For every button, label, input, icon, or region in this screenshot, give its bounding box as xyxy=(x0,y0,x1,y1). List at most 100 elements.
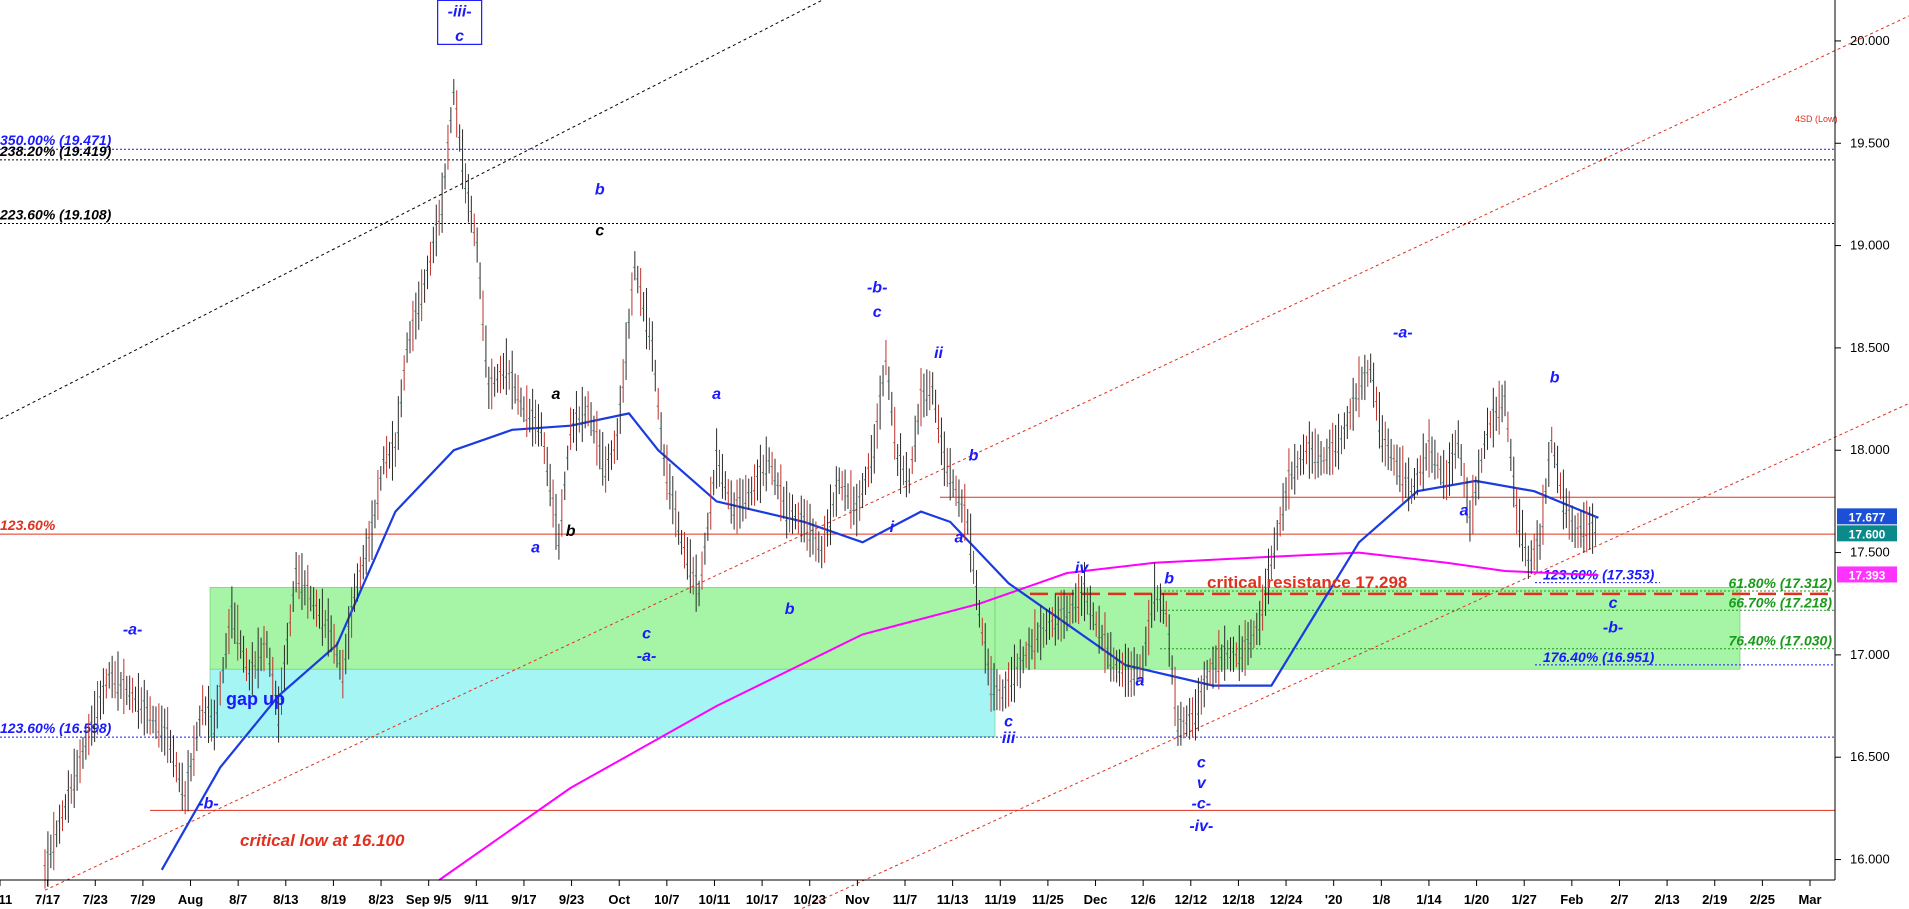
x-tick-label: 10/17 xyxy=(746,892,779,907)
wave-label: iii xyxy=(1002,730,1016,747)
x-tick-label: 9/11 xyxy=(464,892,489,907)
price-layer xyxy=(43,79,1597,889)
wave-label: iv xyxy=(1075,560,1089,577)
level-label: 350.00% (19.471) xyxy=(0,132,112,148)
wave-label: b xyxy=(969,447,979,464)
x-tick-label: 12/6 xyxy=(1131,892,1156,907)
x-tick-label: 10/11 xyxy=(699,892,731,907)
x-tick-label: 12/18 xyxy=(1222,892,1255,907)
channel-line xyxy=(44,15,1909,891)
wave-label: a xyxy=(1136,673,1145,690)
x-tick-label: Feb xyxy=(1560,892,1583,907)
x-tick-label: 2/19 xyxy=(1702,892,1727,907)
x-tick-label: Dec xyxy=(1084,892,1108,907)
wave-label: b xyxy=(1164,570,1174,587)
wave-label: b xyxy=(1550,370,1560,387)
x-tick-label: 2/7 xyxy=(1610,892,1628,907)
wave-annotations-layer: -iii-cbcaa-b-ciibiaabbc-a--a--b-ivciiiba… xyxy=(123,0,1623,835)
x-tick-label: 9/23 xyxy=(559,892,584,907)
wave-label: v xyxy=(1197,775,1207,792)
wave-label: c xyxy=(455,28,464,45)
wave-label: -a- xyxy=(637,648,657,665)
y-axis: 16.000 16.500 17.000 17.500 18.000 18.500 19.0… xyxy=(1835,33,1890,867)
gap-up-label: gap up xyxy=(226,689,285,709)
x-tick-label: 7/17 xyxy=(35,892,60,907)
level-label: 223.60% (19.108) xyxy=(0,206,112,222)
x-tick-label: 1/20 xyxy=(1464,892,1489,907)
x-tick-label: Sep 9/5 xyxy=(406,892,452,907)
wave-label: c xyxy=(1197,754,1206,771)
x-tick-label: 11/25 xyxy=(1032,892,1064,907)
wave-label: a xyxy=(712,386,721,403)
x-tick-label: 8/7 xyxy=(229,892,247,907)
wave-label: b xyxy=(785,601,795,618)
x-tick-label: 10/7 xyxy=(654,892,679,907)
price-tags: 17.677 17.600 17.393 xyxy=(1837,508,1897,583)
x-tick-label: 7/29 xyxy=(130,892,155,907)
y-tick-label: 17.000 xyxy=(1850,647,1890,662)
wave-label: a xyxy=(552,386,561,403)
level-label: 76.40% (17.030) xyxy=(1728,633,1832,649)
x-tick-label: 12/24 xyxy=(1270,892,1303,907)
x-tick-label: Oct xyxy=(608,892,630,907)
x-tick-label: 11/13 xyxy=(937,892,969,907)
y-tick-label: 18.000 xyxy=(1850,442,1890,457)
wave-label: -c- xyxy=(1192,795,1212,812)
wave-label: c xyxy=(1004,714,1013,731)
x-tick-label: 2/13 xyxy=(1654,892,1679,907)
ma-blue-line xyxy=(160,412,1599,871)
wave-label: c xyxy=(642,626,651,643)
wave-label: a xyxy=(531,540,540,557)
wave-label: c xyxy=(873,304,882,321)
level-label: 176.40% (16.951) xyxy=(1543,649,1655,665)
x-tick-label: 10/23 xyxy=(793,892,826,907)
wave-label: a xyxy=(955,529,964,546)
x-tick-label: 12/12 xyxy=(1175,892,1208,907)
plot-background xyxy=(0,0,1835,880)
x-tick-label: 1/27 xyxy=(1512,892,1537,907)
price-tag-label: 17.677 xyxy=(1849,510,1886,524)
price-tag-label: 17.393 xyxy=(1849,568,1886,582)
x-tick-label: 9/17 xyxy=(511,892,536,907)
wave-label: i xyxy=(890,519,895,536)
x-axis: 7/11 7/17 7/23 7/29 Aug 8/7 8/13 8/19 8/23 Sep 9/… xyxy=(0,880,1822,907)
x-tick-label: 8/19 xyxy=(321,892,346,907)
x-tick-label: 11/19 xyxy=(984,892,1016,907)
y-tick-label: 19.500 xyxy=(1850,135,1890,150)
x-tick-label: '20 xyxy=(1325,892,1343,907)
wave-label: -b- xyxy=(198,795,218,812)
level-label: 123.60% (17.353) xyxy=(1543,567,1655,583)
wave-label: c xyxy=(1609,595,1618,612)
x-tick-label: Nov xyxy=(845,892,870,907)
x-tick-label: 8/13 xyxy=(273,892,298,907)
x-tick-label: 7/23 xyxy=(83,892,108,907)
x-tick-label: 11/7 xyxy=(893,892,918,907)
y-tick-label: 20.000 xyxy=(1850,33,1890,48)
level-label: 123.60% xyxy=(0,517,56,533)
wave-label: -a- xyxy=(123,621,143,638)
price-tag-bg xyxy=(1837,508,1897,525)
y-tick-label: 16.000 xyxy=(1850,852,1890,867)
levels-layer: 350.00% (19.471)238.20% (19.419) 223.60% … xyxy=(0,132,1835,811)
level-label: 66.70% (17.218) xyxy=(1728,594,1832,610)
x-tick-label: 8/23 xyxy=(368,892,393,907)
y-tick-label: 16.500 xyxy=(1850,749,1890,764)
zone-green xyxy=(209,587,996,670)
moving-averages-layer xyxy=(160,412,1599,881)
x-tick-label: 2/25 xyxy=(1750,892,1775,907)
x-tick-label: 1/8 xyxy=(1372,892,1390,907)
y-tick-label: 17.500 xyxy=(1850,545,1890,560)
level-label: 238.20% (19.419) xyxy=(0,143,112,159)
channel-line xyxy=(799,402,1909,909)
wave-label-box xyxy=(437,0,483,45)
wave-label: -iii- xyxy=(448,3,472,20)
x-tick-label: Mar xyxy=(1798,892,1821,907)
price-tag-bg xyxy=(1837,525,1897,542)
price-tag-bg xyxy=(1837,566,1897,583)
wave-label: -iv- xyxy=(1189,818,1213,835)
critical-resistance-label: critical resistance 17.298 xyxy=(1207,573,1407,592)
critical-low-label: critical low at 16.100 xyxy=(240,831,405,850)
wave-label: -a- xyxy=(1393,325,1413,342)
